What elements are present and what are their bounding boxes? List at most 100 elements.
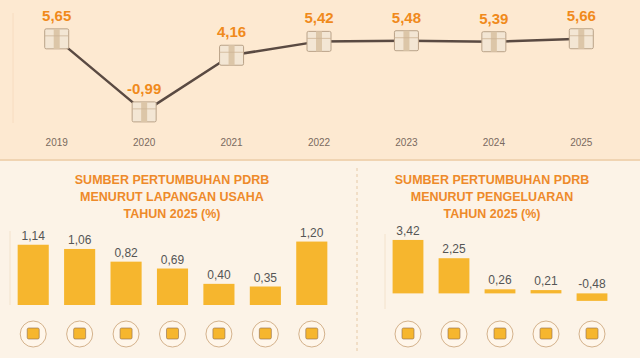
data-label: 1,06	[68, 233, 92, 247]
data-label: 3,42	[396, 224, 420, 238]
box-edge	[307, 38, 331, 39]
plot-area	[45, 29, 594, 122]
category-icon	[441, 321, 467, 347]
category-icon	[395, 321, 421, 347]
icon-shape	[120, 328, 132, 339]
bar	[111, 262, 142, 305]
bar	[157, 269, 188, 305]
category-icon	[579, 321, 605, 347]
icon-shape	[448, 328, 460, 339]
title: SUMBER PERTUMBUHAN PDRB	[75, 173, 269, 187]
category-icon	[67, 321, 93, 347]
title: TAHUN 2025 (%)	[123, 207, 220, 221]
data-label: -0,48	[578, 277, 606, 291]
data-label: 4,16	[217, 23, 246, 40]
box-tape	[141, 102, 147, 122]
marker	[220, 45, 244, 65]
marker	[132, 102, 156, 122]
box-edge	[132, 108, 156, 109]
data-label: 5,39	[479, 10, 508, 27]
data-label: 1,14	[22, 229, 46, 243]
box-edge	[569, 35, 593, 36]
y-axis	[10, 231, 11, 305]
bar	[250, 287, 281, 306]
data-label: 0,69	[161, 253, 185, 267]
bar	[296, 242, 327, 305]
plot-area	[393, 240, 608, 301]
category-icon	[299, 321, 325, 347]
marker	[394, 31, 418, 51]
bar	[485, 289, 516, 293]
bar	[531, 290, 562, 293]
category-icon	[20, 321, 46, 347]
marker	[482, 32, 506, 52]
box-tape	[54, 29, 60, 49]
icon-shape	[27, 328, 39, 339]
category-icon	[252, 321, 278, 347]
y-axis	[13, 13, 14, 123]
box-marker	[307, 31, 331, 51]
box-tape	[229, 45, 235, 65]
box-marker	[394, 31, 418, 51]
icon-shape	[494, 328, 506, 339]
box-edge	[394, 37, 418, 38]
marker	[45, 29, 69, 49]
bar	[203, 284, 234, 305]
box-edge	[220, 52, 244, 53]
category-icon	[206, 321, 232, 347]
bar	[577, 293, 608, 301]
bar-chart: SUMBER PERTUMBUHAN PDRBMENURUT PENGELUAR…	[385, 173, 607, 347]
x-tick-label: 2021	[220, 137, 243, 148]
data-label: 5,66	[567, 7, 596, 24]
plot-area	[18, 242, 328, 305]
icon-shape	[167, 328, 179, 339]
title: MENURUT LAPANGAN USAHA	[80, 190, 264, 204]
icon-shape	[213, 328, 225, 339]
bar	[439, 258, 470, 293]
background	[0, 0, 640, 358]
x-tick-label: 2019	[46, 137, 69, 148]
box-edge	[482, 38, 506, 39]
bar	[18, 245, 49, 305]
canvas: 2019 2020 2021 2022 2023 2024 2025 5,65 -0,99 4,1…	[0, 0, 640, 358]
box-marker	[569, 29, 593, 49]
marker	[307, 31, 331, 51]
box-marker	[482, 32, 506, 52]
title: TAHUN 2025 (%)	[443, 207, 540, 221]
divider	[0, 159, 640, 161]
x-tick-label: 2024	[483, 137, 506, 148]
box-marker	[45, 29, 69, 49]
data-label: 5,42	[304, 9, 333, 26]
data-label: 0,35	[254, 271, 278, 285]
bar	[393, 240, 424, 293]
icon-shape	[74, 328, 86, 339]
box-tape	[403, 31, 409, 51]
data-label: 5,65	[42, 7, 71, 24]
x-tick-label: 2025	[570, 137, 593, 148]
icon-shape	[586, 328, 598, 339]
bar-chart: SUMBER PERTUMBUHAN PDRB MENURUT LAPANGAN …	[10, 173, 327, 347]
icon-shape	[540, 328, 552, 339]
divider	[357, 168, 358, 352]
top-panel	[0, 0, 640, 160]
data-label: -0,99	[127, 80, 161, 97]
box-tape	[491, 32, 497, 52]
icon-shape	[402, 328, 414, 339]
title: SUMBER PERTUMBUHAN PDRB	[395, 173, 589, 187]
icon-shape	[259, 328, 271, 339]
x-tick-label: 2020	[133, 137, 156, 148]
box-edge	[45, 35, 69, 36]
box-marker	[220, 45, 244, 65]
icon-shape	[306, 328, 318, 339]
x-tick-label: 2023	[395, 137, 418, 148]
category-icon	[160, 321, 186, 347]
x-tick-label: 2022	[308, 137, 331, 148]
data-label: 0,26	[488, 273, 512, 287]
bar	[64, 249, 95, 305]
marker	[569, 29, 593, 49]
data-label: 0,40	[207, 268, 231, 282]
data-label: 1,20	[300, 226, 324, 240]
category-icon	[533, 321, 559, 347]
y-axis	[385, 234, 386, 309]
category-icon	[113, 321, 139, 347]
